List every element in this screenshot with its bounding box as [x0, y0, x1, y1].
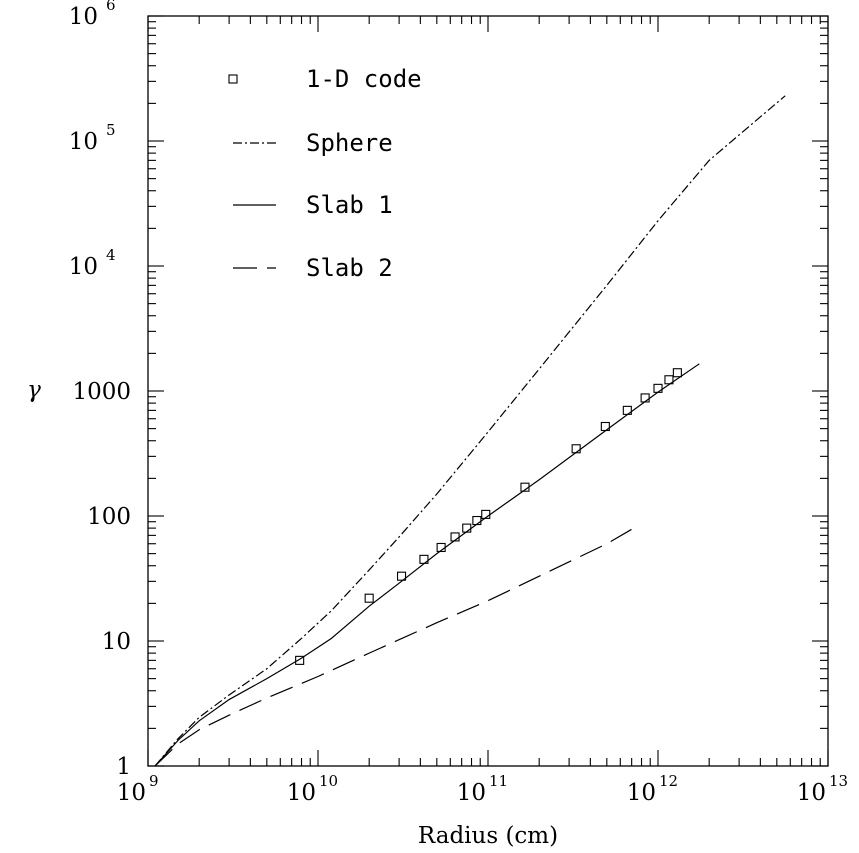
y-tick-base: 1000: [72, 379, 131, 405]
legend-entry: Slab 2: [233, 254, 393, 282]
y-tick-label: 10 5: [69, 121, 116, 155]
y-tick-base: 10: [69, 129, 98, 155]
series-line-sphere: [154, 95, 786, 767]
axes: [147, 15, 829, 767]
data-point-1d-code: [664, 375, 674, 385]
legend: 1-D code Sphere Slab 1 Slab 2: [228, 65, 422, 282]
y-tick-base: 100: [87, 504, 131, 530]
data-point-1d-code: [472, 515, 482, 526]
x-tick-exponent: 11: [489, 772, 508, 790]
x-tick-label: 10 11: [457, 772, 508, 806]
legend-label: 1-D code: [306, 65, 422, 93]
legend-entry: 1-D code: [228, 65, 422, 93]
x-tick-label: 10 12: [627, 772, 678, 806]
x-axis-title: Radius (cm): [418, 823, 558, 849]
y-tick-exponent: 5: [106, 121, 116, 139]
legend-label: Slab 2: [306, 254, 393, 282]
x-tick-exponent: 9: [149, 772, 159, 790]
legend-entry: Sphere: [233, 129, 393, 157]
x-tick-label: 10 13: [797, 772, 848, 806]
plot-series: [154, 95, 786, 767]
y-tick-base: 10: [69, 4, 98, 30]
x-tick-base: 10: [627, 780, 656, 806]
series-line-slab-2: [154, 527, 635, 767]
y-tick-label: 10 4: [69, 246, 116, 280]
data-point-1d-code: [672, 368, 682, 378]
x-tick-base: 10: [287, 780, 316, 806]
y-tick-base: 10: [69, 254, 98, 280]
data-point-1d-code: [364, 593, 374, 603]
y-tick-label: 1000: [72, 379, 131, 405]
y-axis-title: γ: [27, 377, 41, 403]
x-tick-base: 10: [797, 780, 826, 806]
x-tick-label: 10 9: [117, 772, 159, 806]
x-tick-exponent: 12: [659, 772, 678, 790]
y-tick-label: 100: [87, 504, 131, 530]
data-point-1d-code: [653, 383, 663, 393]
y-tick-label: 10: [102, 629, 131, 655]
x-tick-exponent: 10: [319, 772, 338, 790]
data-point-1d-code: [396, 571, 407, 581]
legend-label: Slab 1: [306, 191, 393, 219]
data-point-1d-code: [295, 655, 305, 665]
x-tick-label: 10 10: [287, 772, 338, 806]
y-tick-label: 1: [116, 754, 131, 780]
x-tick-base: 10: [117, 780, 146, 806]
y-tick-label: 10 6: [69, 0, 116, 30]
data-point-1d-code: [571, 444, 581, 454]
series-line-slab-1: [154, 363, 700, 767]
y-tick-base: 10: [102, 629, 131, 655]
legend-entry: Slab 1: [233, 191, 393, 219]
y-tick-exponent: 4: [106, 246, 116, 264]
x-tick-base: 10: [457, 780, 486, 806]
plot-frame: [147, 15, 829, 767]
data-point-1d-code: [640, 393, 650, 403]
legend-label: Sphere: [306, 129, 393, 157]
y-tick-base: 1: [116, 754, 131, 780]
y-tick-exponent: 6: [106, 0, 116, 14]
legend-marker: [228, 74, 238, 84]
x-tick-exponent: 13: [829, 772, 848, 790]
